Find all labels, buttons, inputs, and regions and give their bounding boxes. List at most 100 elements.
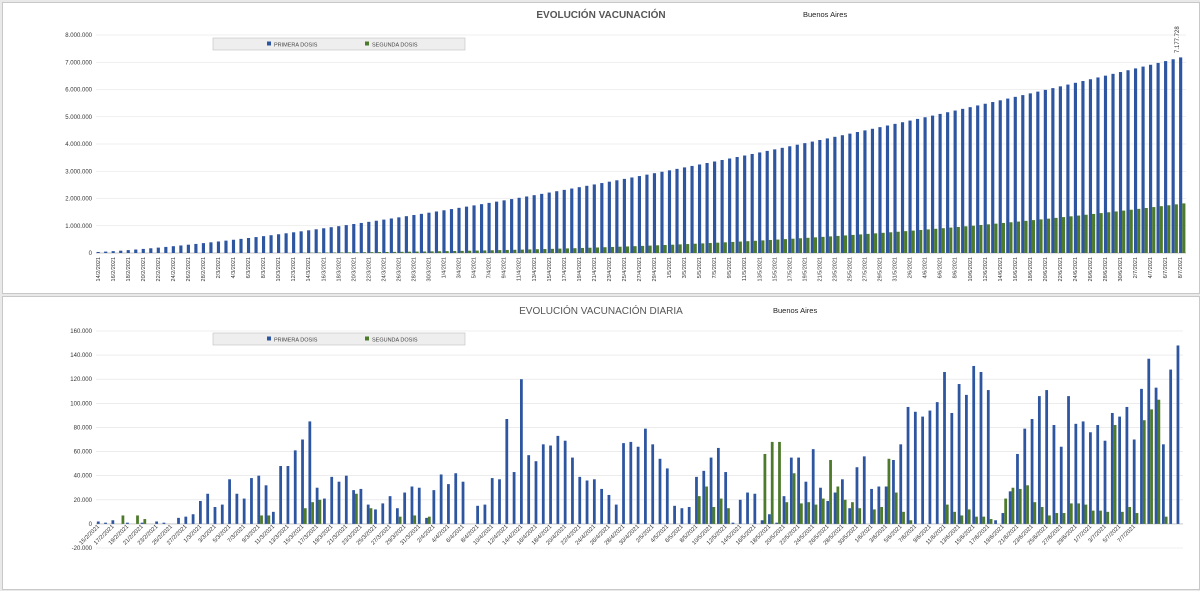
bar-primera-dosis (134, 249, 138, 253)
x-tick-label: 4/6/2021 (923, 257, 929, 278)
bar-primera-dosis (1103, 75, 1108, 253)
bar-primera-dosis (965, 394, 968, 524)
bar-segunda-dosis (1152, 207, 1156, 253)
bar-primera-dosis (520, 379, 523, 524)
bar-segunda-dosis (1142, 420, 1146, 524)
legend-swatch-segunda (365, 336, 369, 341)
bar-segunda-dosis (143, 519, 147, 524)
bar-segunda-dosis (370, 252, 374, 253)
bar-primera-dosis (367, 221, 371, 253)
bar-primera-dosis (498, 479, 501, 524)
bar-segunda-dosis (727, 508, 730, 524)
bar-primera-dosis (577, 187, 581, 253)
bar-primera-dosis (645, 174, 649, 253)
last-value-label: 7.177.728 (1175, 26, 1181, 53)
bar-primera-dosis (269, 235, 273, 253)
bar-segunda-dosis (904, 231, 908, 253)
bar-primera-dosis (826, 500, 830, 524)
bar-primera-dosis (404, 216, 408, 253)
bar-primera-dosis (957, 384, 961, 524)
bar-primera-dosis (359, 488, 363, 524)
bar-segunda-dosis (1113, 425, 1117, 524)
bar-primera-dosis (1067, 396, 1070, 524)
bar-primera-dosis (293, 450, 297, 524)
bar-segunda-dosis (1174, 204, 1178, 253)
x-tick-label: 7/4/2021 (487, 257, 493, 278)
bar-primera-dosis (690, 165, 694, 253)
bar-primera-dosis (644, 428, 647, 524)
bar-primera-dosis (563, 440, 567, 524)
bar-primera-dosis (1133, 68, 1138, 254)
bar-segunda-dosis (761, 240, 765, 253)
bar-primera-dosis (724, 472, 728, 524)
bar-segunda-dosis (821, 498, 825, 524)
x-tick-label: 2/7/2021 (1133, 257, 1139, 278)
bar-segunda-dosis (705, 486, 708, 524)
bar-primera-dosis (1030, 419, 1034, 524)
bar-primera-dosis (381, 503, 385, 524)
bar-segunda-dosis (896, 231, 900, 253)
bar-primera-dosis (254, 237, 258, 253)
bar-segunda-dosis (821, 236, 825, 253)
bar-primera-dosis (395, 508, 399, 524)
bar-segunda-dosis (806, 237, 810, 253)
bar-segunda-dosis (1026, 485, 1029, 524)
bar-primera-dosis (1006, 98, 1010, 253)
bar-segunda-dosis (723, 242, 727, 253)
bar-primera-dosis (1058, 86, 1062, 253)
bar-segunda-dosis (392, 251, 397, 253)
bar-primera-dosis (833, 492, 837, 524)
bar-segunda-dosis (778, 441, 781, 524)
bar-primera-dosis (1171, 59, 1175, 254)
bar-segunda-dosis (550, 248, 554, 253)
bar-segunda-dosis (430, 251, 434, 253)
x-tick-label: 24/3/2021 (381, 257, 387, 281)
x-tick-label: 2/3/2021 (216, 257, 222, 278)
bar-primera-dosis (908, 120, 912, 253)
bar-primera-dosis (1073, 82, 1077, 253)
bar-primera-dosis (209, 242, 213, 253)
bar-segunda-dosis (1004, 498, 1008, 524)
chart-subtitle: Buenos Aires (773, 306, 817, 315)
bar-segunda-dosis (697, 496, 701, 524)
bar-segunda-dosis (1120, 511, 1124, 524)
x-tick-label: 9/4/2021 (502, 257, 508, 278)
bar-primera-dosis (675, 168, 679, 253)
bar-segunda-dosis (975, 516, 978, 524)
bar-primera-dosis (201, 243, 205, 253)
bar-segunda-dosis (693, 243, 697, 253)
bar-segunda-dosis (656, 245, 660, 253)
bar-segunda-dosis (708, 243, 712, 253)
bar-primera-dosis (412, 215, 416, 253)
bar-primera-dosis (239, 238, 243, 253)
bar-segunda-dosis (960, 515, 964, 524)
bar-segunda-dosis (453, 250, 457, 253)
x-tick-label: 8/6/2021 (953, 257, 959, 278)
bar-primera-dosis (184, 516, 188, 524)
bar-segunda-dosis (663, 245, 667, 253)
bar-segunda-dosis (911, 230, 915, 253)
bar-primera-dosis (352, 224, 356, 253)
bar-primera-dosis (389, 218, 393, 253)
bar-segunda-dosis (971, 225, 975, 253)
y-tick-label: 4.000.000 (65, 142, 92, 148)
bar-primera-dosis (228, 479, 231, 524)
bar-primera-dosis (119, 250, 123, 253)
bar-segunda-dosis (468, 250, 472, 253)
bar-segunda-dosis (1128, 507, 1132, 524)
bar-segunda-dosis (902, 511, 905, 524)
y-tick-label: 3.000.000 (65, 169, 92, 175)
bar-segunda-dosis (989, 519, 993, 524)
x-tick-label: 21/5/2021 (817, 257, 823, 281)
bar-primera-dosis (156, 247, 160, 253)
bar-segunda-dosis (377, 252, 382, 253)
bar-segunda-dosis (979, 224, 983, 253)
bar-segunda-dosis (610, 246, 615, 253)
x-tick-label: 18/3/2021 (336, 257, 342, 281)
bar-primera-dosis (1161, 444, 1165, 524)
bar-primera-dosis (308, 421, 312, 524)
bar-primera-dosis (476, 505, 480, 524)
bar-segunda-dosis (573, 248, 577, 253)
bar-segunda-dosis (260, 515, 263, 524)
bar-primera-dosis (330, 476, 334, 524)
